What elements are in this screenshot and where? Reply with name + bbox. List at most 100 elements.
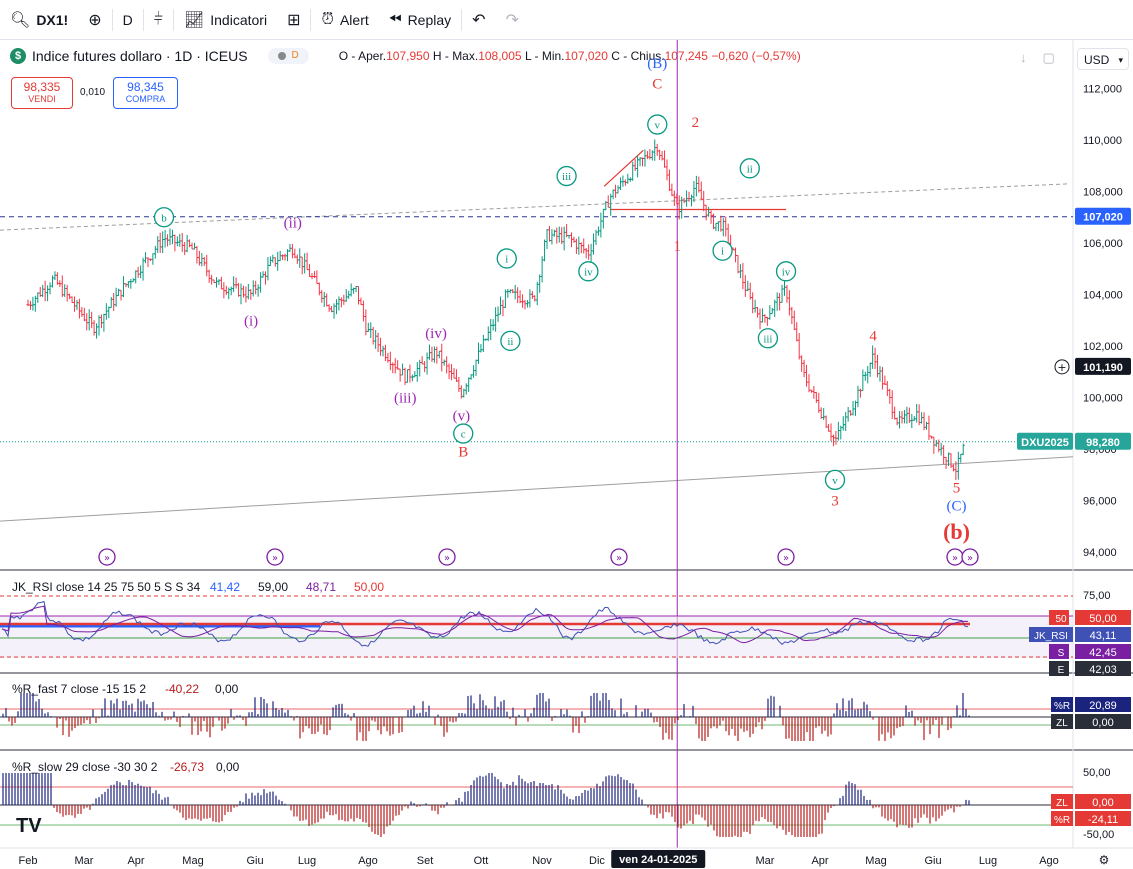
event-marker-glyph: » — [104, 553, 110, 564]
buy-button[interactable]: 98,345 COMPRA — [113, 77, 178, 109]
interval-button[interactable]: D — [113, 0, 143, 40]
alert-button[interactable]: ⏰︎ Alert — [311, 0, 378, 40]
rsi-scale-tag-bg — [1029, 627, 1073, 642]
wave-label-circle — [824, 469, 846, 491]
wave-label: iii — [763, 333, 772, 345]
upper-trendline — [0, 183, 1071, 231]
layouts-button[interactable]: ⊞ — [277, 0, 310, 40]
rslow-scale-value: -24,11 — [1088, 814, 1118, 826]
indicators-button[interactable]: 📈︎ Indicatori — [174, 0, 277, 40]
replay-button[interactable]: ⏪︎ Replay — [379, 0, 461, 40]
rsi-scale-tag: JK_RSI — [1034, 631, 1068, 642]
toolbar-divider — [172, 8, 174, 31]
wave-label-circle — [712, 240, 733, 261]
toolbar-divider — [142, 8, 144, 31]
change-value: −0,620 (−0,57%) — [711, 49, 801, 63]
delay-badge[interactable]: D — [267, 48, 309, 64]
spread-value: 0,010 — [80, 87, 106, 98]
rfast-tag-bg — [1051, 697, 1073, 712]
crosshair-date: ven 24-01-2025 — [619, 854, 697, 866]
rsi-scale-value-bg — [1075, 661, 1131, 676]
event-marker-icon — [266, 548, 284, 566]
time-tick-label: Ago — [358, 855, 378, 867]
time-tick-label: Mar — [756, 855, 775, 867]
price-tick-label: 98,000 — [1083, 444, 1117, 456]
wave-label-circle — [578, 261, 599, 282]
event-marker-glyph: » — [783, 553, 789, 564]
rsi-value: 41,42 — [210, 580, 240, 594]
rsi-value: 50,00 — [354, 580, 384, 594]
interval-label: D — [122, 11, 133, 28]
wave-label: v — [832, 475, 838, 487]
event-marker-glyph: » — [616, 553, 622, 564]
chevron-down-icon: ▾ — [1118, 55, 1123, 65]
wave-label: (C) — [947, 499, 967, 515]
wave-label: iii — [562, 171, 571, 183]
price-tick-label: 94,000 — [1083, 547, 1117, 559]
time-tick-label: Dic — [589, 855, 605, 867]
download-icon[interactable]: ↓ — [1020, 50, 1043, 65]
open-value: 107,950 — [386, 49, 430, 63]
rslow-tag-bg — [1051, 811, 1073, 826]
toolbar-divider — [310, 8, 312, 31]
wave-label: (iii) — [394, 391, 417, 407]
wave-label: i — [721, 246, 724, 258]
time-tick-label: Giu — [246, 855, 263, 867]
wave-label: (iv) — [425, 326, 447, 342]
rfast-title: %R_fast 7 close -15 15 2 — [12, 682, 146, 696]
time-tick-label: Set — [417, 855, 434, 867]
wave-label: 1 — [673, 239, 681, 255]
compare-button[interactable]: ⊕ — [78, 0, 111, 40]
undo-button[interactable]: ↶ — [462, 0, 495, 40]
maximize-icon[interactable]: ▢ — [1042, 50, 1071, 65]
wave-label-circle — [453, 423, 474, 444]
sell-button[interactable]: 98,335 VENDI — [11, 77, 73, 109]
price-tick-label: 106,000 — [1083, 238, 1123, 250]
chart-title[interactable]: Indice futures dollaro · 1D · ICEUS — [32, 48, 248, 64]
plus-glyph: + — [1057, 361, 1066, 374]
toolbar-divider — [111, 8, 113, 31]
rfast-value: -40,22 — [165, 682, 199, 696]
indicators-icon: 📈︎ — [183, 11, 205, 29]
rsi-title: JK_RSI close 14 25 75 50 5 S S 34 — [12, 580, 200, 594]
wave-label: c — [461, 429, 466, 441]
rsi-scale-tag-bg — [1049, 661, 1069, 676]
wave-label: (ii) — [284, 215, 302, 231]
toolbar-divider — [461, 8, 463, 31]
event-marker-icon — [610, 548, 628, 566]
rsi-scale-value: 50,00 — [1089, 613, 1117, 625]
dollar-logo-icon: $ — [10, 48, 26, 64]
price-tick-label: 110,000 — [1083, 135, 1122, 147]
buy-label: COMPRA — [125, 94, 166, 104]
rfast-tag: ZL — [1056, 718, 1068, 729]
chart-type-button[interactable]: ⫩ — [144, 0, 173, 40]
level-price-tag: 107,020 — [1083, 212, 1123, 224]
rslow-title: %R_slow 29 close -30 30 2 — [12, 760, 158, 774]
rslow-value: -26,73 — [170, 760, 204, 774]
sell-price: 98,335 — [23, 80, 61, 94]
wave-label: i — [505, 253, 508, 265]
time-tick-label: Mag — [865, 855, 886, 867]
event-marker-icon — [777, 548, 795, 566]
rslow-tick: -50,00 — [1083, 829, 1114, 841]
buy-price: 98,345 — [127, 80, 164, 94]
rfast-value-bg — [1075, 697, 1131, 712]
crosshair-date-bg — [611, 850, 706, 868]
price-tick-label: 104,000 — [1083, 290, 1123, 302]
event-marker-icon — [946, 548, 964, 566]
wave-label-circle — [775, 261, 797, 282]
event-marker-glyph: » — [272, 553, 278, 564]
price-tick-label: 112,000 — [1083, 84, 1122, 96]
replay-label: Replay — [407, 11, 452, 28]
currency-select[interactable]: USD ▾ — [1077, 48, 1129, 70]
symbol-search[interactable]: 🔍︎ DX1! — [0, 0, 78, 40]
event-marker-icon — [961, 548, 979, 566]
wave-label: iv — [782, 266, 791, 278]
legend-header: $ Indice futures dollaro · 1D · ICEUS D … — [0, 40, 1073, 78]
redo-button[interactable]: ↷ — [496, 0, 529, 40]
ohlc-values: O - Aper.107,950 H - Max.108,005 L - Min… — [339, 49, 801, 63]
rsi-band — [0, 616, 1073, 658]
wave-label: 5 — [953, 481, 961, 497]
high-label: H - Max. — [432, 49, 479, 63]
